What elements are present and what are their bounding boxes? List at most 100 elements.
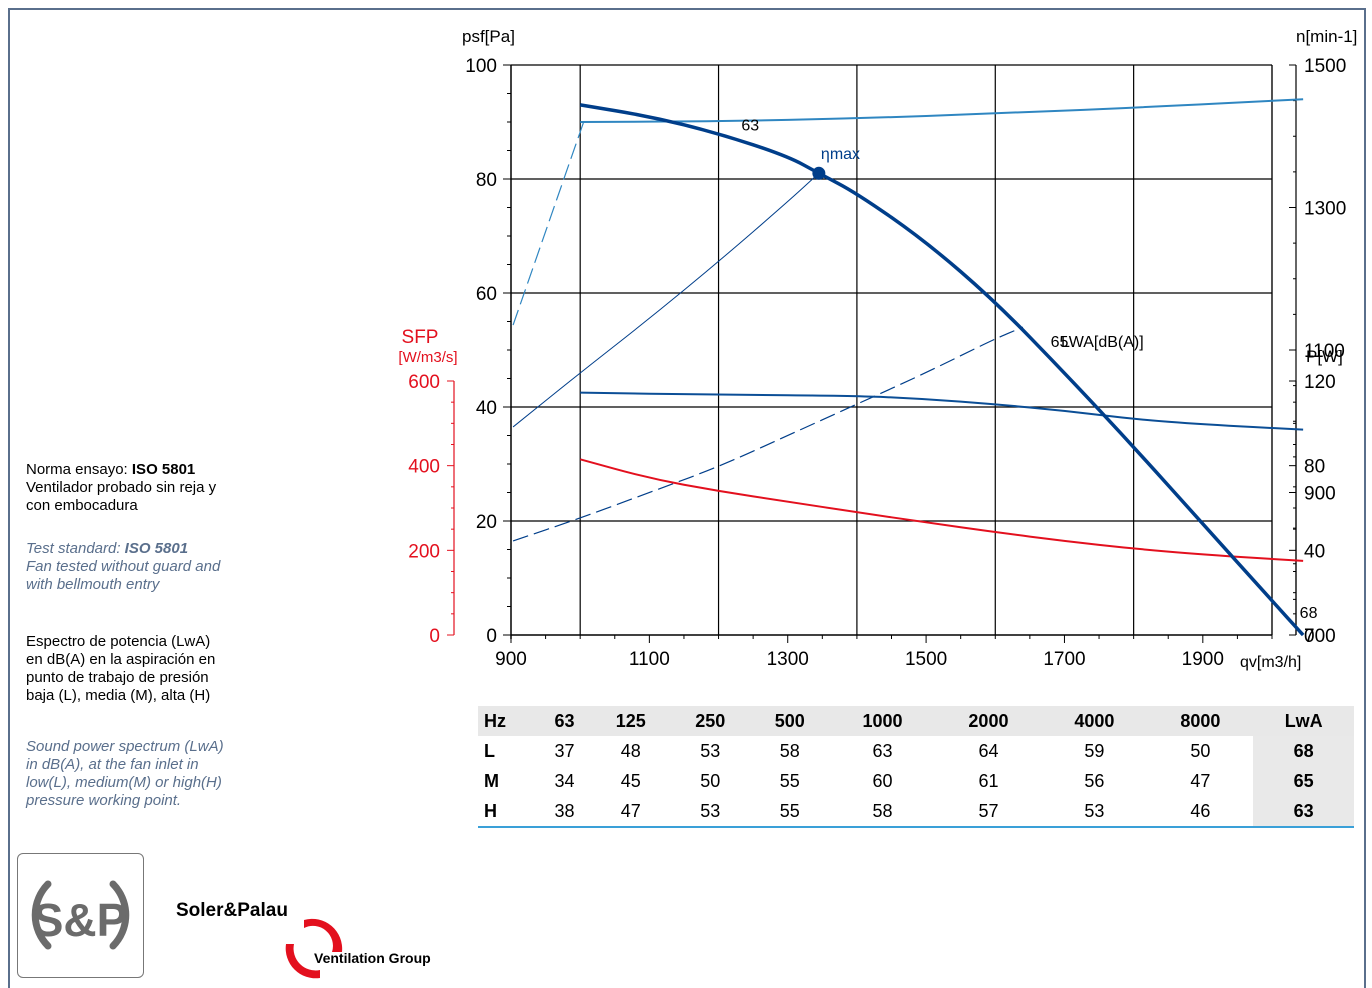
eta-max-point: [812, 166, 826, 180]
lwa-cell: 68: [1253, 736, 1354, 766]
note-text: in dB(A), at the fan inlet in: [26, 756, 199, 773]
annotation-label: 68: [1300, 605, 1318, 622]
y-tick-label: 60: [476, 284, 497, 305]
note-text: Sound power spectrum (LwA): [26, 738, 224, 755]
sfp-tick-label: 0: [429, 626, 440, 647]
note-text: baja (L), media (M), alta (H): [26, 687, 211, 704]
table-header-row: Hz 63 125 250 500 1000 2000 4000 8000 Lw…: [478, 706, 1354, 736]
table-cell: 58: [829, 796, 936, 828]
x-tick-label: 1500: [905, 649, 947, 670]
power-tick-label: 120: [1304, 372, 1336, 393]
speed-axis-label: n[min-1]: [1296, 27, 1357, 46]
note-text: with bellmouth entry: [26, 576, 160, 593]
y-tick-label: 100: [465, 56, 497, 77]
fan-performance-chart: 0 20 40 60 80 100 psf[Pa] 900 1100 1300 1500 1700 19…: [398, 27, 1357, 671]
speed-line: [580, 98, 1304, 123]
sfp-line: [579, 458, 1304, 562]
sfp-tick-label: 600: [408, 372, 440, 393]
x-tick-label: 1300: [767, 649, 809, 670]
speed-tick-label: 1300: [1304, 199, 1346, 220]
x-tick-label: 1900: [1182, 649, 1224, 670]
note-standard: ISO 5801: [131, 461, 196, 478]
pressure-curve: [579, 103, 1305, 637]
power-axis-label: P[W]: [1306, 347, 1343, 366]
header-cell: 250: [695, 710, 726, 731]
note-text: Espectro de potencia (LwA): [26, 633, 211, 650]
y-tick-label: 0: [486, 626, 497, 647]
table-cell: 64: [978, 740, 999, 761]
table-cell: 55: [750, 796, 830, 828]
series: [512, 98, 1305, 637]
note-standard: ISO 5801: [124, 540, 189, 557]
header-cell: 4000: [1074, 710, 1115, 731]
table-cell: 59: [1084, 740, 1105, 761]
test-standard-note-es: Norma ensayo: ISO 5801 Ventilador probad…: [26, 461, 216, 515]
note-text: Fan tested without guard and: [26, 558, 221, 575]
power-tick-label: 80: [1304, 457, 1325, 478]
note-text: Test standard:: [26, 540, 125, 557]
power-tick-label: 40: [1304, 541, 1325, 562]
table-cell: 56: [1084, 770, 1105, 791]
lwa-cell: 65: [1253, 766, 1354, 796]
sfp-axis-title: SFP: [402, 327, 439, 348]
axes: 0 20 40 60 80 100 psf[Pa] 900 1100 1300 1500 1700 19…: [398, 27, 1357, 671]
y-tick-label: 80: [476, 170, 497, 191]
header-cell: 125: [615, 710, 646, 731]
grid: [511, 64, 1273, 635]
header-cell: 1000: [862, 710, 903, 731]
power-line: [580, 391, 1304, 431]
efficiency-parabola: [512, 172, 820, 428]
table-row: H 38 47 53 55 58 57 53 46 63: [478, 796, 1354, 828]
table-cell: 60: [872, 770, 893, 791]
note-text: Norma ensayo:: [26, 461, 132, 478]
sp-logo-icon: S&P: [31, 880, 130, 950]
row-label: L: [484, 740, 495, 761]
sfp-tick-label: 400: [408, 457, 440, 478]
row-label: H: [478, 796, 538, 828]
table-cell: 50: [700, 770, 721, 791]
y-axis-label: psf[Pa]: [462, 27, 515, 46]
note-text: pressure working point.: [26, 792, 182, 809]
table-cell: 48: [620, 740, 641, 761]
note-text: con embocadura: [26, 497, 138, 514]
sfp-tick-label: 200: [408, 541, 440, 562]
header-cell: 63: [554, 710, 575, 731]
page-frame: [8, 8, 1366, 988]
table-cell: 63: [872, 740, 893, 761]
x-tick-label: 1100: [629, 649, 670, 670]
table-cell: 34: [554, 770, 575, 791]
sp-logo: S&P: [17, 853, 144, 978]
table-cell: 53: [670, 796, 750, 828]
table-cell: 55: [779, 770, 800, 791]
table-cell: 57: [935, 796, 1042, 828]
y-tick-label: 40: [476, 398, 497, 419]
spectrum-note-en: Sound power spectrum (LwA) in dB(A), at …: [26, 738, 224, 810]
x-tick-label: 1700: [1043, 649, 1085, 670]
table-cell: 37: [554, 740, 575, 761]
table-cell: 45: [620, 770, 641, 791]
header-cell: 2000: [968, 710, 1009, 731]
annotation-label: 65: [1051, 334, 1069, 351]
power-tick-label: 0: [1304, 626, 1315, 647]
header-hz: Hz: [484, 710, 506, 731]
speed-tick-label: 1100: [1304, 341, 1345, 362]
table-cell: 47: [591, 796, 671, 828]
brand-swoosh-icon: [285, 918, 343, 979]
table-cell: 50: [1190, 740, 1211, 761]
table-cell: 61: [978, 770, 999, 791]
speed-tick-label: 900: [1304, 484, 1336, 505]
sound-spectrum-table: Hz 63 125 250 500 1000 2000 4000 8000 Lw…: [478, 706, 1354, 828]
brand-group: Ventilation Group: [314, 950, 431, 966]
table-row: M 34 45 50 55 60 61 56 47 65: [478, 766, 1354, 796]
note-text: Ventilador probado sin reja y: [26, 479, 217, 496]
note-text: punto de trabajo de presión: [26, 669, 209, 686]
table-row: L 37 48 53 58 63 64 59 50 68: [478, 736, 1354, 766]
note-text: en dB(A) en la aspiración en: [26, 651, 216, 668]
annotation-label: 63: [741, 118, 759, 135]
speed-tick-label: 1500: [1304, 56, 1346, 77]
note-text: low(L), medium(M) or high(H): [26, 774, 222, 791]
y-tick-label: 20: [476, 512, 497, 533]
header-lwa: LwA: [1253, 706, 1354, 736]
lwa-line: [512, 326, 1024, 542]
